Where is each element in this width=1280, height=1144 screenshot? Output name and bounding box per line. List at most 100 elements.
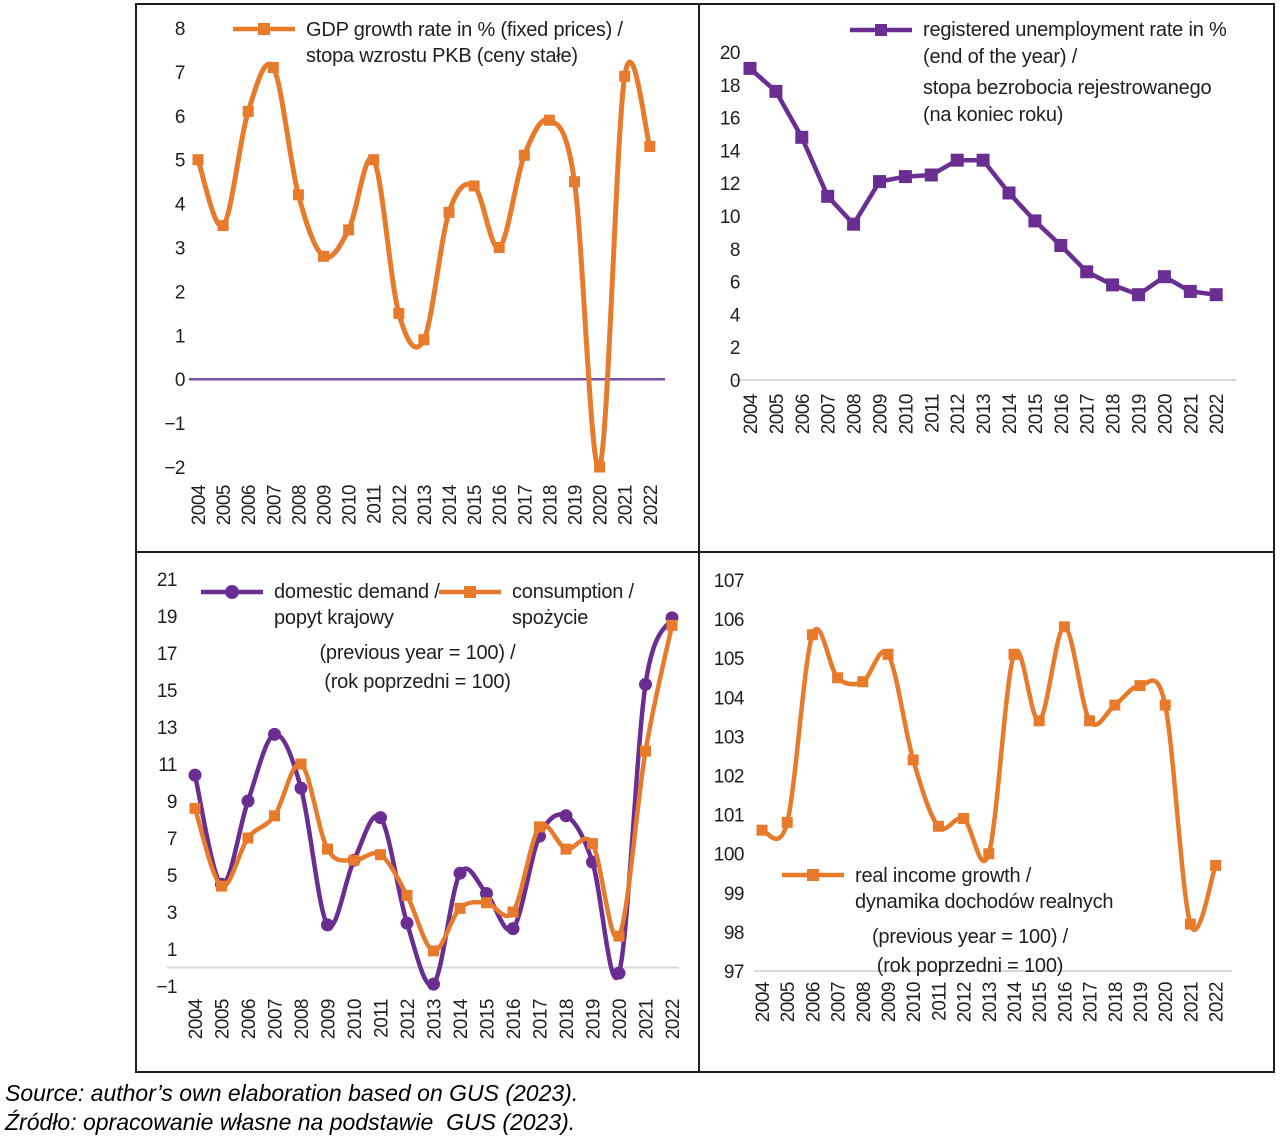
y-tick-label: 16	[720, 109, 740, 130]
x-tick-label: 2015	[465, 485, 486, 525]
data-point-marker	[401, 889, 413, 901]
y-tick-label: −1	[164, 414, 185, 435]
data-point-marker	[560, 843, 572, 855]
x-tick-label: 2019	[566, 485, 587, 525]
data-point-marker	[847, 217, 861, 231]
x-tick-label: 2022	[663, 999, 684, 1039]
data-point-marker	[1058, 621, 1070, 633]
data-point-marker	[189, 802, 201, 814]
legend-line: spożycie	[512, 607, 589, 629]
legend-line: (na koniec roku)	[923, 104, 1064, 126]
y-tick-label: 8	[730, 240, 740, 261]
data-point-marker	[1134, 680, 1146, 692]
x-tick-label: 2008	[845, 394, 866, 434]
data-point-marker	[873, 175, 886, 189]
x-tick-label: 2009	[879, 982, 900, 1022]
legend-line: popyt krajowy	[274, 607, 394, 629]
x-tick-label: 2016	[1055, 982, 1076, 1022]
legend-line: domestic demand /	[274, 581, 440, 603]
y-axis-ticks: 107 106 105 104 103 102 101 100 99 98 97	[714, 571, 746, 983]
subtitle-line: (previous year = 100) /	[871, 926, 1069, 948]
y-tick-label: 97	[724, 962, 744, 983]
gdp-legend-key-icon	[233, 23, 295, 35]
x-tick-label: 2015	[1030, 982, 1051, 1022]
subtitle-line: (previous year = 100) /	[319, 642, 516, 664]
data-point-marker	[932, 820, 944, 832]
data-point-marker	[295, 758, 307, 770]
data-point-marker	[640, 745, 651, 757]
data-point-marker	[292, 189, 304, 201]
x-tick-label: 2008	[292, 999, 313, 1039]
data-point-marker	[188, 768, 202, 782]
y-tick-label: 5	[175, 151, 185, 172]
real-income-key-icon	[782, 869, 844, 881]
data-point-marker	[1132, 288, 1145, 302]
unemployment-legend-key-icon	[850, 24, 912, 36]
y-tick-label: 18	[720, 76, 740, 97]
chart-panel-gdp-growth: 8 7 6 5 4 3 2 1 0 −1 −2 2004 2005 2006 2007 2008 2009 201…	[137, 5, 700, 553]
charts-grid: 8 7 6 5 4 3 2 1 0 −1 −2 2004 2005 2006 2007 2008 2009 201…	[135, 3, 1275, 1073]
data-point-marker	[242, 105, 254, 117]
data-point-marker	[821, 189, 835, 203]
data-point-marker	[594, 461, 606, 473]
data-point-marker	[587, 838, 598, 850]
data-point-marker	[1209, 288, 1223, 302]
y-tick-label: 102	[714, 767, 744, 788]
data-point-marker	[950, 153, 964, 167]
legend-line: consumption /	[512, 581, 634, 603]
y-tick-label: 3	[175, 239, 185, 260]
y-tick-label: 98	[724, 923, 744, 944]
x-tick-label: 2014	[451, 998, 472, 1039]
x-tick-label: 2010	[340, 485, 361, 525]
data-point-marker	[267, 62, 279, 73]
x-tick-label: 2010	[896, 394, 917, 434]
data-point-marker	[322, 843, 333, 855]
y-tick-label: 104	[714, 688, 745, 709]
y-tick-label: 10	[720, 207, 740, 228]
x-tick-label: 2017	[531, 999, 552, 1039]
data-point-marker	[1028, 214, 1042, 228]
x-axis-labels: 2004 2005 2006 2007 2008 2009 2010 2011 2012 2013…	[753, 981, 1228, 1022]
data-point-marker	[1184, 918, 1196, 930]
x-tick-label: 2020	[591, 485, 612, 525]
data-point-marker	[393, 307, 405, 319]
data-point-marker	[418, 334, 430, 346]
data-point-marker	[428, 945, 439, 957]
legend-line: real income growth /	[855, 865, 1032, 887]
x-tick-label: 2015	[478, 999, 499, 1039]
legend-line: (end of the year) /	[923, 46, 1078, 68]
data-point-marker	[1080, 265, 1094, 279]
x-tick-label: 2011	[922, 394, 943, 433]
domestic-demand-key-icon	[201, 585, 263, 599]
source-line-english: Source: author’s own elaboration based o…	[5, 1080, 579, 1106]
y-tick-label: 20	[720, 43, 740, 64]
legend-block: registered unemployment rate in % (end o…	[923, 17, 1227, 71]
series-orange	[756, 621, 1222, 932]
subtitle-line: (rok poprzedni = 100)	[324, 671, 511, 693]
legend-unemployment-text: registered unemployment rate in % (end o…	[923, 17, 1227, 129]
y-tick-label: −1	[156, 977, 177, 998]
y-tick-label: 4	[730, 305, 741, 326]
x-tick-label: 2007	[264, 485, 285, 525]
x-tick-label: 2018	[1104, 394, 1125, 434]
x-tick-label: 2020	[1156, 982, 1177, 1022]
y-tick-label: 14	[720, 141, 741, 162]
data-point-marker	[743, 61, 757, 75]
series-line	[195, 59, 653, 471]
x-tick-label: 2012	[955, 982, 976, 1022]
y-tick-label: 11	[158, 755, 177, 776]
x-tick-label: 2021	[637, 999, 658, 1039]
x-tick-label: 2014	[1000, 393, 1021, 434]
legend-gdp-text: GDP growth rate in % (fixed prices) / st…	[306, 17, 623, 69]
x-tick-label: 2006	[239, 999, 260, 1039]
y-tick-label: 12	[720, 174, 740, 195]
data-point-marker	[1210, 859, 1222, 871]
legend-domestic-demand-text: domestic demand / popyt krajowy	[274, 579, 440, 631]
x-tick-label: 2017	[515, 485, 536, 525]
data-point-marker	[368, 154, 380, 166]
data-point-marker	[242, 832, 254, 844]
demand-chart-subtitle: (previous year = 100) / (rok poprzedni =…	[137, 639, 698, 697]
x-tick-label: 2009	[319, 999, 340, 1039]
